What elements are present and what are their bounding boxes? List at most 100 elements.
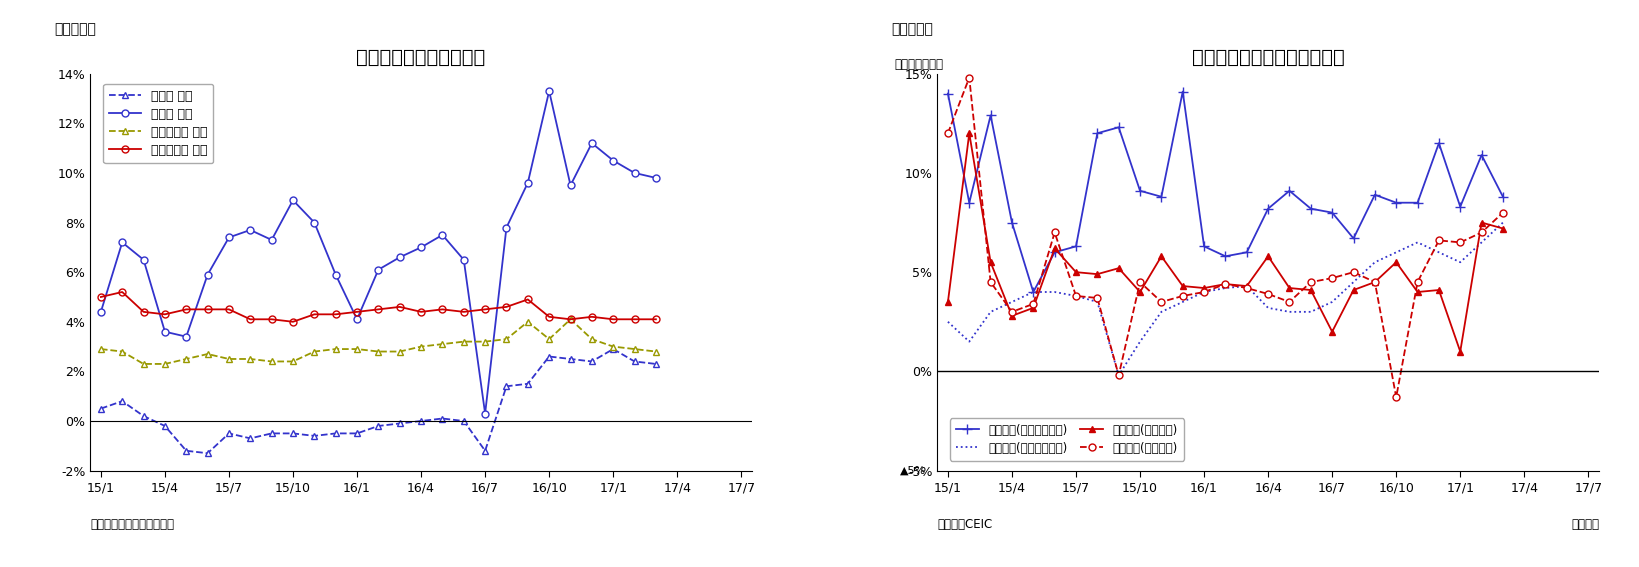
卸売・小売 雇用 [433, 341, 452, 348]
内需関連(うち建設) [1470, 219, 1490, 226]
製造業 雇用 [582, 358, 602, 365]
製造業 給与 [177, 333, 197, 340]
内需関連(うち建設) [1300, 286, 1319, 294]
輸出関連(うち電気電子) [1428, 140, 1447, 147]
内需関連(うち消費) [1214, 281, 1234, 287]
内需関連(うち消費) [1172, 293, 1192, 299]
輸出関連(うち電気電子) [1300, 205, 1319, 212]
内需関連(うち消費) [1406, 278, 1426, 285]
卸売・小売 給与 [390, 303, 410, 310]
卸売・小売 給与 [518, 296, 538, 303]
内需関連(うち消費) [1236, 285, 1255, 291]
製造業 給与 [624, 170, 644, 176]
内需関連(うち建設) [938, 298, 957, 305]
Text: （前年同月比）: （前年同月比） [893, 58, 942, 71]
輸出関連(うち電気電子) [1129, 187, 1149, 194]
輸出関連(うち電気電子) [1065, 243, 1085, 249]
製造業 給与 [198, 271, 218, 278]
製造業 給与 [262, 236, 282, 243]
製造業 給与 [305, 219, 325, 226]
卸売・小売 給与 [369, 306, 388, 313]
内需関連(うち消費) [1470, 229, 1490, 236]
卸売・小売 給与 [539, 314, 559, 320]
卸売・小売 給与 [284, 319, 303, 325]
製造業 雇用 [433, 415, 452, 422]
製造業 給与 [220, 234, 239, 241]
製造業 雇用 [241, 435, 261, 442]
内需関連(うち消費) [1023, 301, 1042, 307]
内需関連(うち建設) [959, 130, 978, 137]
製造業 雇用 [646, 361, 665, 367]
内需関連(うち建設) [1214, 281, 1234, 287]
内需関連(うち建設) [1044, 245, 1064, 252]
製造業 雇用 [475, 447, 495, 454]
輸出関連(うち電気電子) [1214, 253, 1234, 260]
卸売・小売 雇用 [390, 348, 410, 355]
Text: ▲5%: ▲5% [900, 466, 926, 476]
内需関連(うち消費) [1321, 275, 1341, 282]
Text: （資料）CEIC: （資料）CEIC [936, 518, 992, 531]
輸出関連(うち一次産品) [1300, 308, 1319, 315]
製造業 雇用 [369, 422, 388, 429]
輸出関連(うち一次産品) [1172, 298, 1192, 305]
輸出関連(うち一次産品) [1406, 239, 1426, 246]
輸出関連(うち電気電子) [1257, 205, 1277, 212]
輸出関連(うち一次産品) [1129, 338, 1149, 345]
卸売・小売 給与 [305, 311, 325, 318]
卸売・小売 雇用 [646, 348, 665, 355]
内需関連(うち消費) [1364, 278, 1383, 285]
製造業 給与 [539, 88, 559, 95]
内需関連(うち建設) [1449, 348, 1469, 355]
製造業 給与 [326, 271, 346, 278]
内需関連(うち建設) [1151, 253, 1170, 260]
Line: 輸出関連(うち一次産品): 輸出関連(うち一次産品) [947, 223, 1501, 375]
製造業 給与 [475, 410, 495, 417]
輸出関連(うち一次産品) [959, 338, 978, 345]
輸出関連(うち一次産品) [1491, 219, 1511, 226]
製造業 雇用 [411, 417, 431, 424]
卸売・小売 給与 [177, 306, 197, 313]
製造業 雇用 [177, 447, 197, 454]
製造業 雇用 [561, 356, 580, 362]
卸売・小売 雇用 [305, 348, 325, 355]
卸売・小売 雇用 [518, 319, 538, 325]
卸売・小売 雇用 [113, 348, 133, 355]
輸出関連(うち一次産品) [1065, 293, 1085, 299]
内需関連(うち建設) [1278, 285, 1298, 291]
内需関連(うち建設) [1364, 278, 1383, 285]
輸出関連(うち一次産品) [980, 308, 1000, 315]
内需関連(うち建設) [1108, 265, 1128, 272]
内需関連(うち建設) [1491, 225, 1511, 232]
Line: 製造業 給与: 製造業 給与 [97, 88, 659, 417]
製造業 給与 [369, 266, 388, 273]
内需関連(うち建設) [1321, 328, 1341, 335]
卸売・小売 給与 [220, 306, 239, 313]
製造業 雇用 [113, 398, 133, 405]
製造業 雇用 [134, 413, 154, 420]
内需関連(うち消費) [1087, 295, 1106, 302]
輸出関連(うち一次産品) [1193, 289, 1213, 295]
輸出関連(うち一次産品) [1151, 308, 1170, 315]
製造業 雇用 [305, 433, 325, 439]
製造業 給与 [603, 157, 623, 164]
卸売・小売 雇用 [220, 356, 239, 362]
卸売・小売 給与 [433, 306, 452, 313]
製造業 給与 [582, 140, 602, 147]
製造業 給与 [561, 182, 580, 189]
輸出関連(うち一次産品) [1364, 259, 1383, 265]
輸出関連(うち電気電子) [959, 200, 978, 206]
内需関連(うち消費) [1193, 289, 1213, 295]
卸売・小売 給与 [646, 316, 665, 323]
製造業 給与 [433, 231, 452, 238]
卸売・小売 雇用 [284, 358, 303, 365]
内需関連(うち建設) [1172, 283, 1192, 290]
製造業 給与 [497, 224, 516, 231]
輸出関連(うち一次産品) [1257, 304, 1277, 311]
輸出関連(うち電気電子) [1364, 192, 1383, 198]
輸出関連(うち一次産品) [1385, 249, 1405, 256]
卸売・小売 給与 [113, 289, 133, 295]
卸売・小売 給与 [134, 308, 154, 315]
内需関連(うち建設) [980, 259, 1000, 265]
輸出関連(うち一次産品) [1449, 259, 1469, 265]
内需関連(うち建設) [1236, 283, 1255, 290]
